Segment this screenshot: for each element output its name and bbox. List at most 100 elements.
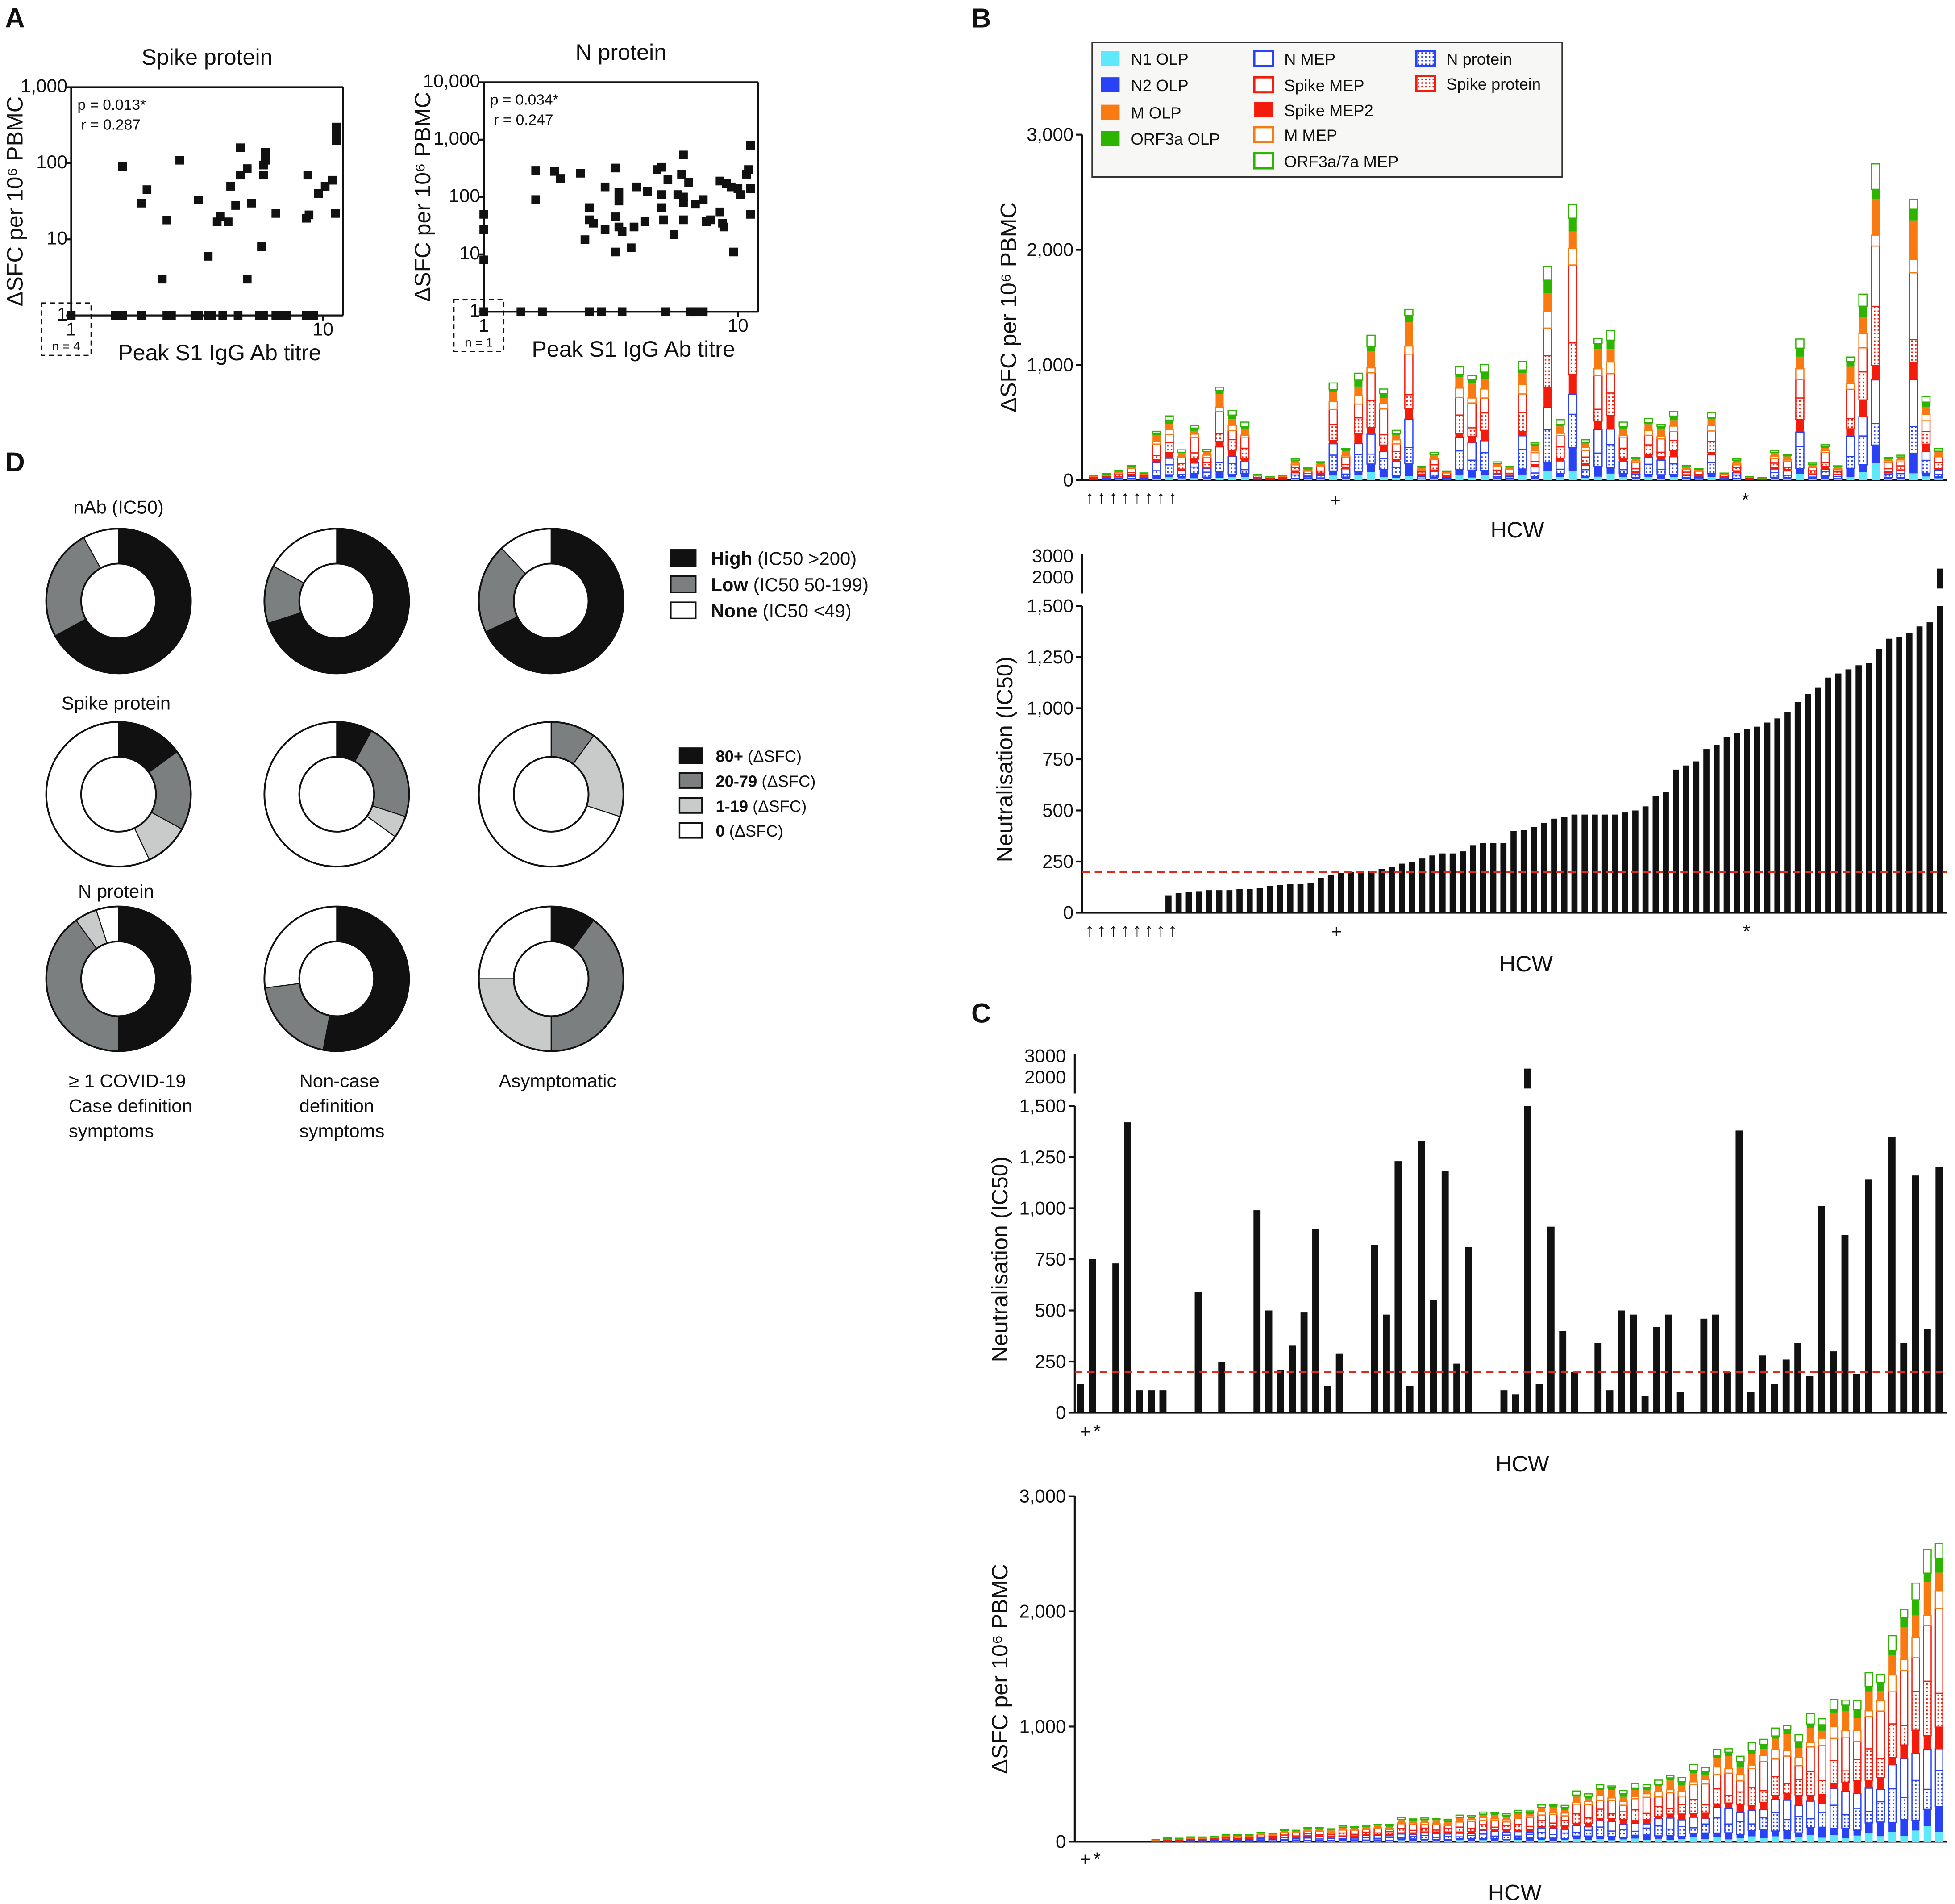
bar-segment-n1-olp xyxy=(1152,479,1161,480)
bar-segment-m-mep xyxy=(1432,1823,1441,1825)
bar-segment-spike-mep2 xyxy=(1821,466,1829,469)
bar-segment-orf3a-7a-mep xyxy=(1408,1818,1418,1821)
bar-segment-orf3a-7a-mep xyxy=(1210,1836,1219,1837)
b-neut-bar xyxy=(1460,851,1466,913)
spike-scatter-point xyxy=(233,311,243,320)
bar-segment-n-mep xyxy=(1853,1793,1862,1809)
bar-segment-n1-olp xyxy=(1316,479,1325,480)
bar-segment-n2-olp xyxy=(1830,1828,1838,1835)
spike-scatter-point xyxy=(328,175,337,185)
bar-segment-spike-mep xyxy=(1654,1796,1663,1807)
bar-segment-spike-mep xyxy=(1572,1804,1581,1815)
bar-segment-m-olp xyxy=(1493,464,1502,466)
bar-segment-spike-mep2 xyxy=(1689,1813,1697,1817)
bar-segment-n1-olp xyxy=(1342,479,1350,480)
b-tcell-arrow-marker: ↑ xyxy=(1109,487,1118,508)
c-tcell-ytick-label: 3,000 xyxy=(1019,1486,1066,1507)
bar-segment-n-protein xyxy=(1707,462,1716,475)
bar-segment-n1-olp xyxy=(1808,479,1817,480)
bar-segment-m-mep xyxy=(1165,429,1174,435)
c-neut-bar xyxy=(1841,1235,1849,1413)
bar-segment-m-olp xyxy=(1392,435,1401,440)
sfc-legend-label: 80+ (ΔSFC) xyxy=(715,747,802,766)
b-neut-arrow-marker: ↑ xyxy=(1156,920,1165,941)
c-neut-bar xyxy=(1782,1359,1790,1413)
bar-segment-orf3a-7a-mep xyxy=(1669,411,1679,417)
c-neut-bar xyxy=(1712,1314,1719,1413)
c-neut-bar xyxy=(1571,1371,1578,1413)
bar-segment-m-mep xyxy=(1215,406,1224,412)
bar-segment-n-protein xyxy=(1921,459,1931,474)
b-neut-ytick-label: 1,250 xyxy=(1027,646,1073,667)
bar-segment-spike-protein xyxy=(1397,1828,1406,1834)
bar-segment-spike-mep xyxy=(1806,1746,1815,1772)
bar-segment-spike-mep2 xyxy=(1922,444,1930,452)
bar-segment-orf3a-olp xyxy=(1594,343,1602,350)
bar-segment-orf3a-7a-mep xyxy=(1291,1829,1301,1832)
bar-segment-n2-olp xyxy=(1608,1836,1616,1841)
bar-segment-spike-mep2 xyxy=(1367,427,1375,434)
bar-segment-n2-olp xyxy=(1531,476,1539,479)
bar-segment-orf3a-7a-mep xyxy=(1366,334,1376,348)
bar-segment-n1-olp xyxy=(1177,478,1186,480)
spike-scatter-point xyxy=(283,311,291,320)
bar-segment-spike-protein xyxy=(1202,462,1212,468)
bar-segment-spike-mep xyxy=(1909,272,1918,341)
bar-segment-orf3a-7a-mep xyxy=(1833,465,1843,467)
bar-segment-m-mep xyxy=(1397,1822,1406,1825)
bar-segment-n-mep xyxy=(1240,461,1250,471)
bar-segment-spike-protein xyxy=(1455,414,1464,434)
c-neut-star-marker: * xyxy=(1094,1421,1101,1442)
bar-segment-orf3a-olp xyxy=(1859,306,1867,317)
sfc-legend-swatch xyxy=(678,822,703,839)
bar-segment-orf3a-7a-mep xyxy=(1666,1775,1675,1779)
nab-legend-label: None (IC50 <49) xyxy=(711,600,851,621)
bar-segment-orf3a-olp xyxy=(1379,393,1388,398)
c-neut-ytick-label: 1,250 xyxy=(1019,1146,1066,1167)
bar-segment-spike-protein xyxy=(1227,439,1237,451)
pie-row-title: nAb (IC50) xyxy=(73,497,163,518)
bar-segment-spike-mep2 xyxy=(1240,459,1249,462)
pie-row-title: Spike protein xyxy=(62,692,171,713)
bar-segment-spike-mep2 xyxy=(1468,1831,1475,1834)
bar-segment-orf3a-olp xyxy=(1760,1744,1768,1750)
n-scatter-point xyxy=(729,247,738,257)
bar-segment-n1-olp xyxy=(1713,1837,1721,1842)
nab-legend-range: (IC50 <49) xyxy=(757,600,852,621)
bar-segment-orf3a-olp xyxy=(1468,1817,1475,1818)
bar-segment-orf3a-7a-mep xyxy=(1303,1827,1312,1829)
bar-segment-n2-olp xyxy=(1351,1840,1358,1842)
bar-segment-orf3a-olp xyxy=(1228,415,1236,420)
bar-segment-m-mep xyxy=(1210,1837,1219,1839)
b-neut-bar xyxy=(1185,892,1192,913)
bar-segment-spike-mep2 xyxy=(1405,409,1413,419)
b-neut-arrow-marker: ↑ xyxy=(1144,920,1154,941)
legend-label: N protein xyxy=(1446,50,1512,68)
spike-scatter-y-title: ΔSFC per 10⁶ PBMC xyxy=(2,96,28,306)
pie-column-label: symptoms xyxy=(299,1120,385,1141)
bar-segment-spike-mep2 xyxy=(1783,1793,1791,1800)
bar-segment-m-mep xyxy=(1833,468,1843,471)
bar-segment-spike-protein xyxy=(1909,339,1918,364)
n-scatter-point xyxy=(531,166,540,175)
b-neut-bar xyxy=(1855,665,1862,913)
bar-segment-n1-olp xyxy=(1385,1841,1393,1842)
b-neut-ytick-label: 3000 xyxy=(1032,546,1073,567)
spike-scatter-point xyxy=(204,252,213,261)
bar-segment-n-protein xyxy=(1215,462,1224,472)
bar-segment-n2-olp xyxy=(1203,477,1211,479)
bar-segment-orf3a-7a-mep xyxy=(1490,1812,1499,1814)
bar-segment-m-mep xyxy=(1480,388,1489,399)
bar-segment-spike-mep xyxy=(1467,402,1477,429)
bar-segment-n1-olp xyxy=(1561,1840,1569,1842)
bar-segment-orf3a-olp xyxy=(1657,426,1665,429)
b-neut-bar xyxy=(1236,889,1243,913)
b-neut-bar xyxy=(1389,867,1395,913)
bar-segment-n-mep xyxy=(1227,456,1237,464)
bar-segment-spike-mep2 xyxy=(1502,1829,1510,1833)
bar-segment-spike-mep xyxy=(1820,452,1830,463)
sfc-legend-swatch xyxy=(678,747,703,764)
bar-segment-n-protein xyxy=(1923,1788,1932,1810)
bar-segment-n-protein xyxy=(1712,1817,1722,1834)
